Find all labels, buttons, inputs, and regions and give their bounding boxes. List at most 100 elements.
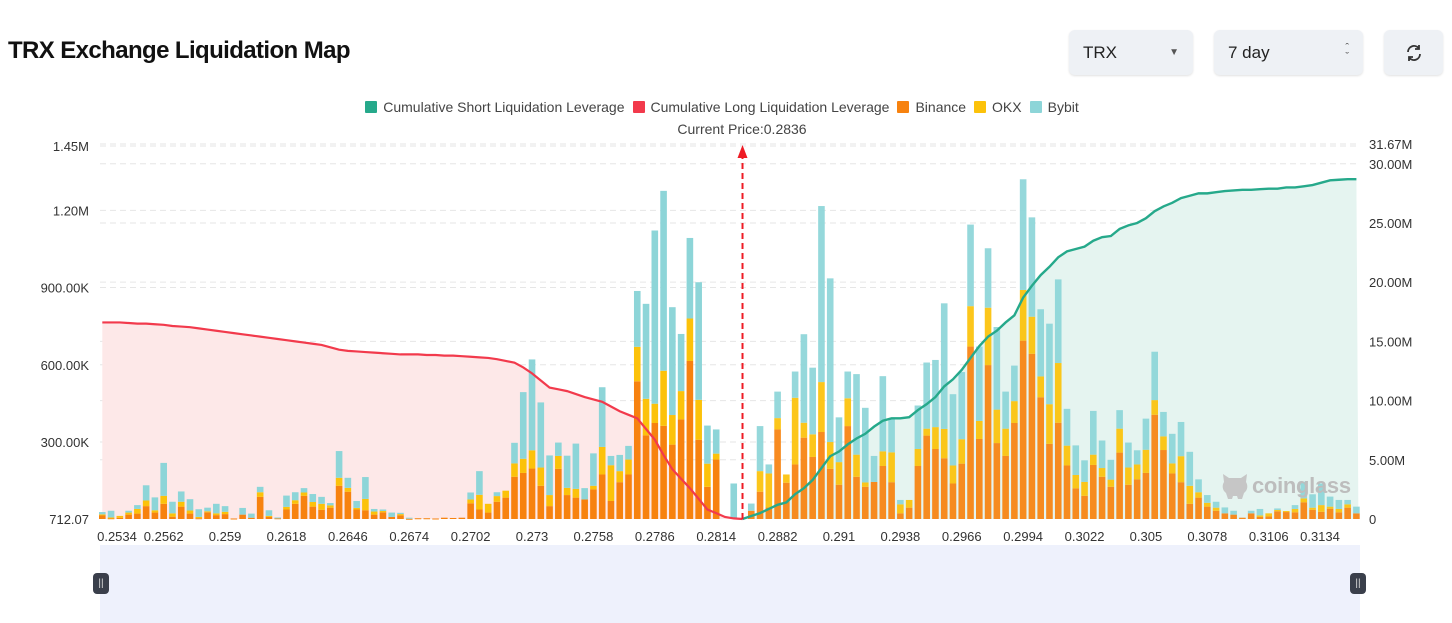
bar-binance: [1011, 423, 1018, 519]
bar-bybit: [563, 455, 571, 488]
x-axis-tick-label: 0.2966: [942, 529, 982, 544]
bar-bybit: [213, 503, 220, 514]
legend-item-short[interactable]: Cumulative Short Liquidation Leverage: [365, 99, 625, 115]
bar-okx: [213, 513, 220, 516]
bar-okx: [379, 511, 387, 513]
bar-binance: [1054, 422, 1062, 519]
bar-okx: [195, 516, 203, 519]
x-axis-tick-label: 0.2702: [451, 529, 491, 544]
bar-okx: [625, 459, 632, 475]
bar-bybit: [1353, 506, 1360, 514]
x-axis-tick-label: 0.3106: [1249, 529, 1289, 544]
bar-binance: [923, 435, 930, 519]
short-cumulative-line: [742, 177, 1357, 521]
bar-okx: [853, 454, 860, 477]
right-axis-tick-label: 15.00M: [1369, 334, 1412, 349]
zoom-slider-track[interactable]: [100, 545, 1360, 623]
bar-binance: [1168, 473, 1176, 519]
bar-binance: [976, 438, 983, 519]
bar-binance: [809, 456, 816, 519]
bar-bybit: [1090, 410, 1097, 455]
bar-bybit: [1046, 323, 1053, 405]
bar-binance: [265, 516, 273, 519]
bar-okx: [134, 508, 141, 514]
bar-bybit: [1002, 391, 1009, 429]
legend-item-long[interactable]: Cumulative Long Liquidation Leverage: [632, 99, 889, 115]
bar-okx: [484, 503, 492, 513]
bar-okx: [318, 503, 325, 510]
bar-bybit: [370, 508, 378, 512]
bar-bybit: [546, 455, 553, 496]
legend-swatch: [1029, 101, 1042, 113]
bar-binance: [1195, 497, 1202, 519]
bar-binance: [537, 485, 545, 519]
bar-binance: [818, 432, 825, 519]
x-axis-tick-label: 0.2534: [97, 529, 137, 544]
bar-binance: [1177, 482, 1185, 519]
x-axis-tick-label: 0.2562: [144, 529, 184, 544]
bar-bybit: [388, 512, 396, 517]
legend-item-okx[interactable]: OKX: [974, 99, 1022, 115]
bar-binance: [695, 439, 702, 519]
left-axis-tick-label: 300.00K: [41, 435, 90, 450]
bar-binance: [1142, 472, 1150, 519]
bar-okx: [493, 496, 501, 502]
bar-okx: [923, 428, 930, 436]
bar-binance: [555, 468, 562, 519]
bar-okx: [1335, 508, 1343, 513]
bar-binance: [712, 459, 720, 519]
bar-bybit: [555, 442, 562, 456]
coin-select[interactable]: TRX ▼: [1069, 30, 1193, 75]
bar-binance: [1353, 513, 1360, 519]
bar-okx: [888, 452, 895, 483]
zoom-slider-right-handle[interactable]: ||: [1350, 573, 1366, 594]
bar-okx: [151, 510, 159, 513]
bar-okx: [1002, 428, 1009, 456]
legend-item-bybit[interactable]: Bybit: [1029, 99, 1079, 115]
bar-binance: [1326, 508, 1334, 519]
refresh-button[interactable]: [1384, 30, 1443, 75]
legend-item-binance[interactable]: Binance: [897, 99, 966, 115]
bar-okx: [1098, 468, 1106, 477]
bar-binance: [861, 486, 869, 519]
bar-binance: [1133, 479, 1141, 519]
bar-bybit: [870, 455, 878, 482]
bar-binance: [160, 503, 167, 519]
legend-label: Binance: [915, 99, 967, 115]
bar-bybit: [1230, 510, 1237, 515]
bar-bybit: [669, 307, 676, 416]
bar-okx: [1028, 316, 1036, 354]
bar-okx: [914, 448, 922, 466]
bar-okx: [186, 510, 194, 514]
zoom-slider-left-handle[interactable]: ||: [93, 573, 109, 594]
bar-binance: [1274, 511, 1281, 519]
legend-label: OKX: [992, 99, 1022, 115]
bar-okx: [116, 515, 124, 518]
bar-okx: [1204, 502, 1211, 507]
bar-okx: [1142, 449, 1150, 473]
bar-okx: [528, 450, 536, 469]
bar-binance: [195, 518, 203, 520]
bar-okx: [1168, 463, 1176, 474]
x-axis-tick-label: 0.3078: [1187, 529, 1227, 544]
bar-bybit: [160, 462, 167, 496]
bar-binance: [590, 489, 597, 519]
bar-bybit: [344, 477, 352, 488]
bar-binance: [897, 513, 904, 519]
bar-bybit: [897, 499, 904, 505]
bar-bybit: [800, 334, 808, 423]
bar-binance: [1019, 340, 1027, 519]
bar-bybit: [835, 417, 843, 463]
bar-okx: [1019, 289, 1027, 341]
bar-bybit: [590, 453, 597, 486]
bar-okx: [1160, 436, 1167, 451]
bar-bybit: [335, 451, 343, 478]
left-axis-tick-label: 600.00K: [41, 358, 90, 373]
x-axis-tick-label: 0.3022: [1065, 529, 1105, 544]
bar-binance: [1160, 450, 1167, 519]
bar-okx: [861, 482, 869, 487]
bar-bybit: [765, 464, 773, 474]
caret-down-icon: ▼: [1169, 47, 1179, 58]
